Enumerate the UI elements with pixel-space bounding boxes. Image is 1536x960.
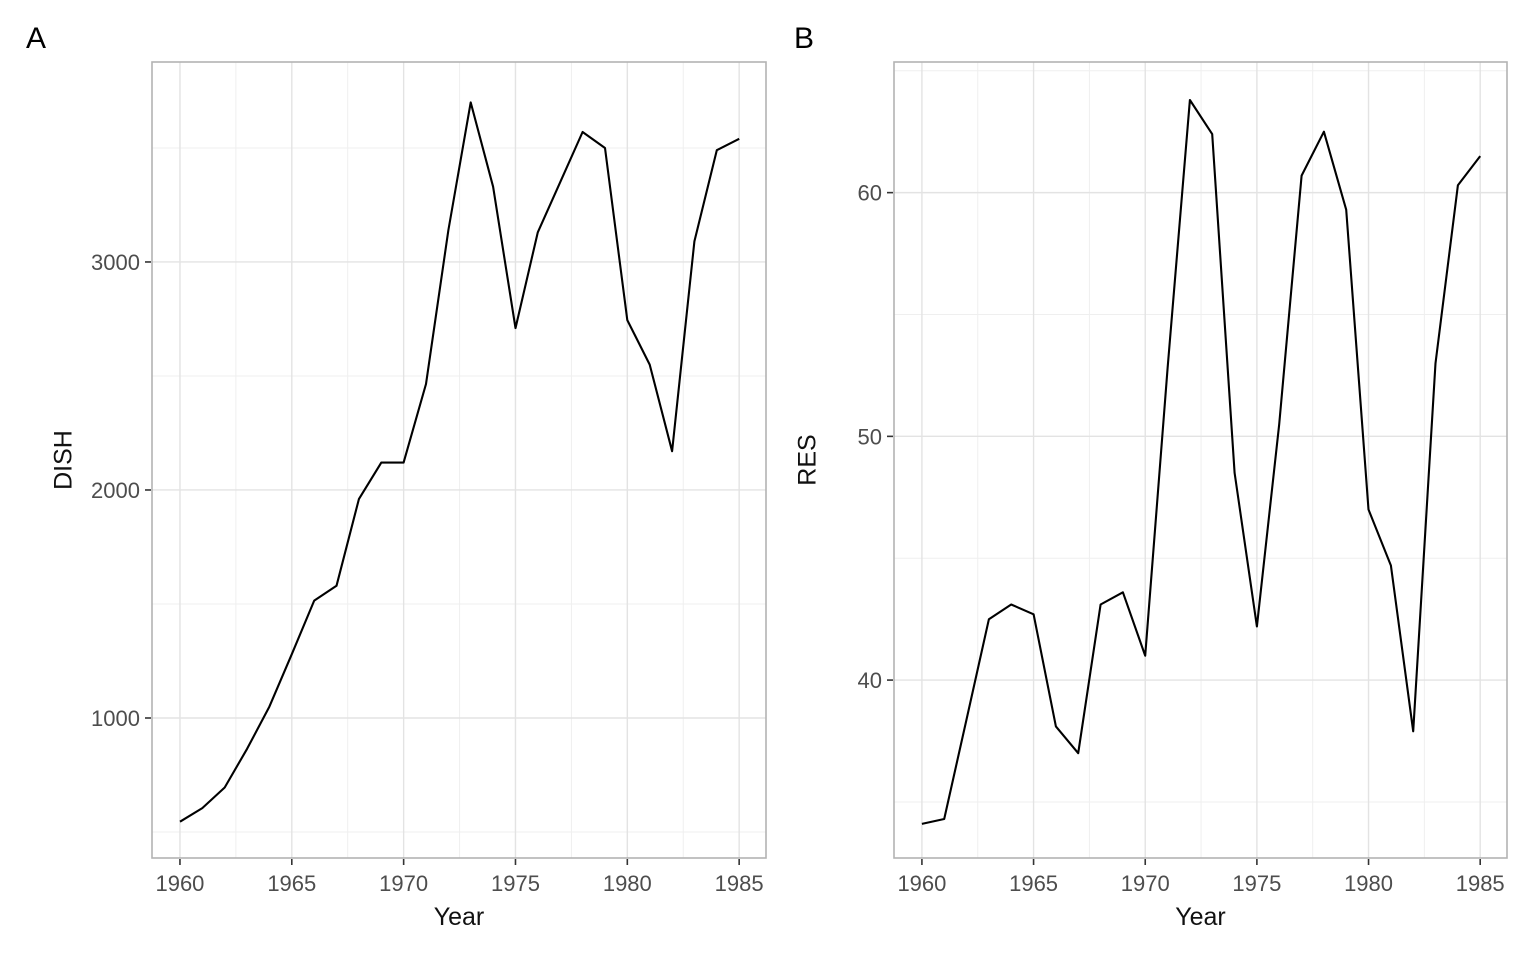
grid-minor <box>894 62 1507 858</box>
x-tick-label: 1975 <box>1232 871 1281 896</box>
axis-ticks <box>887 191 1482 865</box>
x-tick-label: 1965 <box>1009 871 1058 896</box>
x-tick-label: 1965 <box>267 871 316 896</box>
chart-b-x-axis-title: Year <box>1175 903 1226 931</box>
x-tick-label: 1970 <box>379 871 428 896</box>
x-tick-label: 1975 <box>491 871 540 896</box>
y-tick-label: 2000 <box>91 478 140 503</box>
chart-a-plot: 1960 1965 1970 1975 1980 1985 1000 2000 3000 <box>91 61 767 896</box>
grid-minor <box>152 62 766 858</box>
chart-a-y-axis-title: DISH <box>49 430 78 490</box>
panel-border <box>151 61 767 859</box>
chart-a-x-axis-title: Year <box>433 903 485 931</box>
x-tick-label: 1980 <box>603 871 652 896</box>
chart-a: 1960 1965 1970 1975 1980 1985 1000 2000 3000 A Y… <box>26 22 767 931</box>
chart-b-y-axis-title: RES <box>793 434 822 486</box>
panel-a-label: A <box>26 22 47 55</box>
series-line-res <box>921 98 1482 825</box>
y-tick-labels: 1000 2000 3000 <box>91 250 140 731</box>
y-tick-label: 60 <box>858 181 882 206</box>
x-tick-label: 1970 <box>1121 871 1170 896</box>
x-tick-label: 1960 <box>155 871 204 896</box>
x-tick-label: 1960 <box>897 871 946 896</box>
panel-b-label: B <box>794 22 815 55</box>
y-tick-label: 1000 <box>91 706 140 731</box>
axis-ticks <box>145 261 740 865</box>
x-tick-labels: 1960 1965 1970 1975 1980 1985 <box>155 871 763 896</box>
panel-border <box>893 61 1508 859</box>
y-tick-label: 40 <box>858 668 882 693</box>
y-tick-labels: 40 50 60 <box>858 181 882 693</box>
x-tick-label: 1985 <box>1456 871 1505 896</box>
x-tick-labels: 1960 1965 1970 1975 1980 1985 <box>897 871 1504 896</box>
y-tick-label: 3000 <box>91 250 140 275</box>
y-tick-label: 50 <box>858 424 882 449</box>
x-tick-label: 1985 <box>715 871 764 896</box>
grid-major <box>152 62 766 858</box>
chart-b-plot: 1960 1965 1970 1975 1980 1985 40 50 60 <box>858 61 1508 896</box>
grid-major <box>894 62 1507 858</box>
x-tick-label: 1980 <box>1344 871 1393 896</box>
series-line-dish <box>179 101 740 823</box>
chart-b: 1960 1965 1970 1975 1980 1985 40 50 60 B Year RE… <box>768 0 1536 960</box>
